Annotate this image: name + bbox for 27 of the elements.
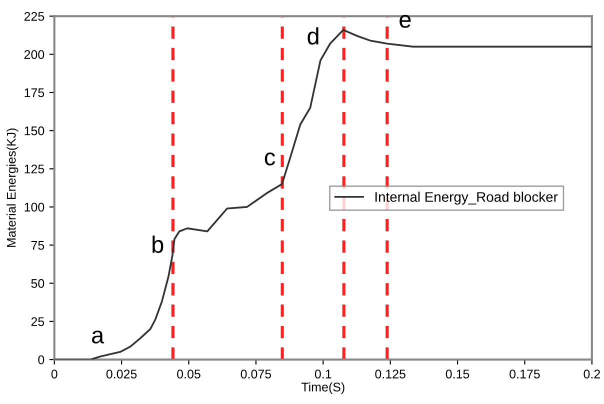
x-tick-label: 0.175 bbox=[510, 370, 540, 378]
y-tick-label: 125 bbox=[24, 164, 44, 174]
y-tick-label: 75 bbox=[31, 241, 44, 250]
annotation: c bbox=[264, 152, 276, 166]
x-tick-label: 0.2 bbox=[584, 370, 600, 378]
y-tick-label: 200 bbox=[24, 50, 44, 59]
y-tick-label: 50 bbox=[31, 279, 44, 288]
y-tick-label: 0 bbox=[38, 355, 44, 364]
annotation: b bbox=[152, 236, 164, 253]
legend-label: Internal Energy_Road blocker bbox=[375, 192, 558, 205]
y-tick-label: 225 bbox=[24, 12, 44, 21]
x-tick-label: 0.05 bbox=[177, 370, 200, 378]
annotation: d bbox=[308, 27, 318, 45]
annotation: e bbox=[400, 14, 411, 28]
x-tick-label: 0 bbox=[51, 370, 58, 378]
x-tick-label: 0.025 bbox=[106, 370, 137, 378]
x-axis-title: Time(S) bbox=[301, 382, 344, 394]
annotation: a bbox=[92, 330, 104, 344]
x-tick-label: 0.075 bbox=[240, 370, 272, 378]
y-tick-label: 100 bbox=[24, 202, 44, 212]
y-tick-label: 150 bbox=[24, 126, 44, 136]
x-tick-label: 0.15 bbox=[446, 370, 470, 378]
y-tick-label: 25 bbox=[31, 317, 44, 326]
y-tick-label: 175 bbox=[24, 88, 44, 98]
y-axis-title: Material Energies(KJ) bbox=[6, 128, 18, 247]
x-tick-label: 0.1 bbox=[314, 370, 332, 378]
x-tick-label: 0.125 bbox=[375, 370, 406, 378]
